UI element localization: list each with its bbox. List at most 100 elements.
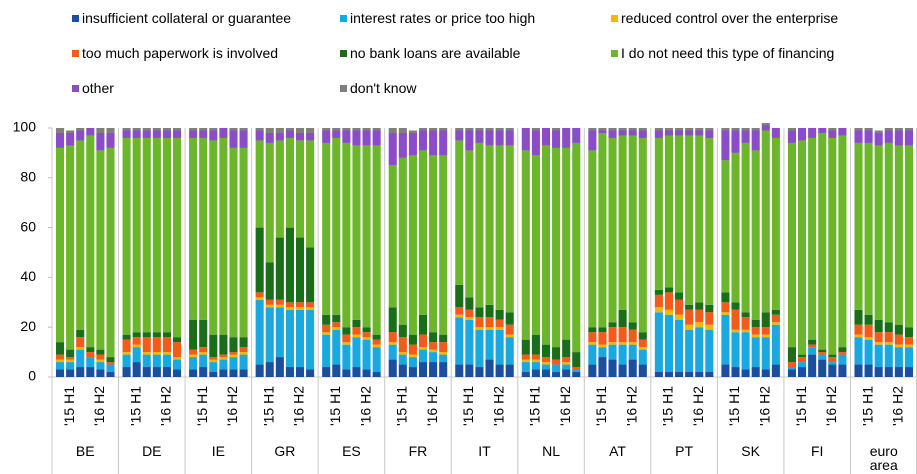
bar-segment: [541, 145, 551, 345]
bar-segment: [285, 302, 294, 308]
bar-segment: [388, 307, 397, 333]
bar-segment: [618, 364, 627, 377]
bar-segment: [362, 327, 371, 333]
bar-segment: [162, 352, 171, 355]
bar-segment: [675, 130, 684, 136]
bar-segment: [209, 362, 218, 373]
bar-segment: [654, 372, 663, 377]
x-tick-label: '15 H1: [660, 386, 676, 426]
bar-segment: [122, 367, 131, 377]
bar-segment: [418, 314, 428, 335]
bar-segment: [56, 369, 65, 377]
bar-segment: [685, 324, 694, 330]
bar-segment: [598, 128, 607, 131]
group-label: euro area: [869, 443, 898, 473]
x-tick-label: '16 H2: [490, 386, 506, 426]
bar-segment: [388, 332, 397, 343]
bar-segment: [608, 137, 617, 323]
x-tick-label: '15 H1: [194, 386, 210, 426]
legend-item: reduced control over the enterprise: [611, 10, 838, 26]
bar-segment: [398, 324, 407, 338]
bar-segment: [189, 354, 198, 358]
bar-segment: [199, 352, 208, 355]
bar-segment: [874, 130, 883, 133]
bar-segment: [741, 142, 750, 313]
bar-segment: [76, 347, 85, 350]
bar-segment: [189, 130, 198, 138]
bar-segment: [229, 357, 238, 370]
bar-segment: [142, 137, 151, 333]
bar-segment: [275, 299, 284, 305]
bar-segment: [521, 372, 530, 377]
bar-segment: [664, 130, 674, 136]
bar-segment: [618, 344, 627, 365]
bar-segment: [199, 319, 208, 348]
bar-segment: [552, 359, 561, 365]
bar-segment: [352, 367, 361, 377]
bar-segment: [741, 332, 750, 370]
bar-segment: [398, 352, 407, 355]
bar-segment: [255, 292, 264, 298]
bar-segment: [275, 237, 284, 300]
bar-segment: [721, 314, 730, 365]
bar-segment: [388, 165, 397, 308]
bar-segment: [332, 314, 341, 323]
bar-segment: [721, 130, 730, 161]
bar-segment: [828, 128, 837, 131]
bar-segment: [285, 307, 294, 310]
bar-segment: [239, 352, 248, 355]
bar-segment: [408, 354, 417, 358]
bar-segment: [285, 227, 294, 303]
bar-segment: [838, 352, 847, 355]
bar-segment: [172, 342, 182, 358]
bar-segment: [495, 329, 504, 365]
bar-segment: [332, 128, 341, 131]
bar-segment: [455, 130, 464, 141]
bar-segment: [854, 128, 863, 131]
bar-segment: [255, 140, 264, 228]
bar-segment: [731, 332, 740, 368]
bar-segment: [761, 125, 770, 131]
bar-segment: [255, 299, 264, 365]
bar-segment: [332, 327, 341, 330]
bar-segment: [628, 344, 637, 360]
bar-segment: [322, 332, 331, 335]
bar-segment: [162, 130, 171, 138]
bar-segment: [465, 128, 474, 131]
bar-segment: [695, 128, 704, 131]
bar-segment: [695, 309, 704, 323]
bar-segment: [485, 128, 494, 131]
bar-segment: [787, 128, 797, 131]
bar-segment: [56, 342, 65, 355]
bar-segment: [408, 130, 417, 133]
bar-segment: [761, 327, 770, 335]
bar-segment: [285, 367, 294, 377]
bar-segment: [122, 334, 131, 340]
bar-segment: [771, 137, 780, 310]
bar-segment: [76, 128, 85, 131]
bar-segment: [731, 309, 740, 330]
bar-segment: [771, 322, 780, 325]
bar-segment: [172, 337, 182, 343]
bar-segment: [705, 130, 714, 138]
bar-segment: [664, 309, 674, 315]
bar-segment: [362, 130, 371, 146]
bar-segment: [562, 369, 571, 377]
bar-segment: [76, 130, 85, 141]
bar-segment: [342, 130, 351, 143]
bar-segment: [408, 357, 417, 368]
bar-segment: [521, 339, 530, 355]
bar-segment: [172, 369, 182, 377]
bar-segment: [654, 307, 663, 313]
bar-segment: [608, 342, 617, 345]
bar-segment: [352, 319, 361, 328]
bar-segment: [521, 128, 530, 151]
bar-segment: [398, 364, 407, 377]
bar-segment: [864, 142, 873, 315]
bar-segment: [152, 130, 161, 138]
x-tick-label: '16 H2: [91, 386, 107, 426]
bar-segment: [106, 362, 115, 365]
bar-segment: [322, 130, 331, 143]
bar-segment: [408, 367, 417, 377]
bar-segment: [465, 309, 474, 318]
